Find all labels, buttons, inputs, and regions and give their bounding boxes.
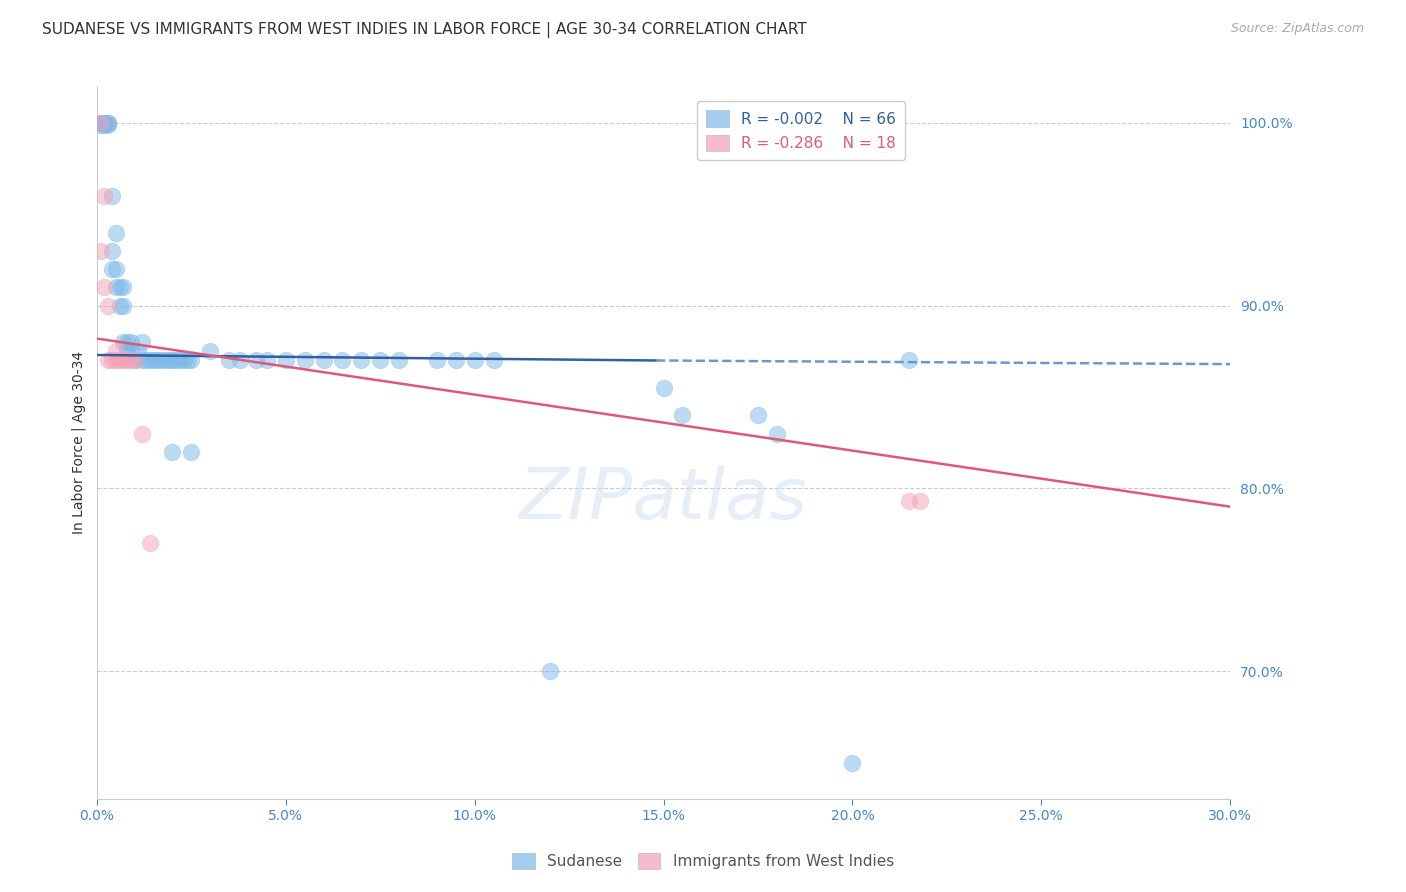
- Point: [482, 353, 505, 368]
- Point: [332, 353, 354, 368]
- Text: SUDANESE VS IMMIGRANTS FROM WEST INDIES IN LABOR FORCE | AGE 30-34 CORRELATION C: SUDANESE VS IMMIGRANTS FROM WEST INDIES …: [42, 22, 807, 38]
- Point: [312, 353, 335, 368]
- Point: [294, 353, 316, 368]
- Point: [652, 381, 675, 395]
- Point: [97, 116, 120, 130]
- Point: [115, 344, 138, 359]
- Point: [245, 353, 267, 368]
- Point: [90, 118, 112, 132]
- Point: [97, 118, 120, 132]
- Point: [139, 536, 162, 550]
- Point: [388, 353, 411, 368]
- Point: [368, 353, 391, 368]
- Point: [104, 344, 127, 359]
- Point: [671, 409, 693, 423]
- Point: [180, 445, 202, 459]
- Point: [747, 409, 769, 423]
- Point: [90, 116, 112, 130]
- Point: [153, 353, 176, 368]
- Point: [115, 335, 138, 350]
- Point: [841, 756, 863, 770]
- Text: ZIPatlas: ZIPatlas: [519, 466, 808, 534]
- Legend: Sudanese, Immigrants from West Indies: Sudanese, Immigrants from West Indies: [506, 847, 900, 875]
- Point: [218, 353, 240, 368]
- Point: [108, 299, 131, 313]
- Point: [538, 664, 561, 678]
- Point: [104, 353, 127, 368]
- Point: [444, 353, 467, 368]
- Point: [112, 353, 135, 368]
- Point: [90, 244, 112, 258]
- Point: [120, 353, 142, 368]
- Point: [101, 189, 124, 203]
- Point: [101, 262, 124, 277]
- Point: [169, 353, 191, 368]
- Point: [112, 299, 135, 313]
- Text: Source: ZipAtlas.com: Source: ZipAtlas.com: [1230, 22, 1364, 36]
- Point: [131, 353, 153, 368]
- Point: [90, 116, 112, 130]
- Point: [93, 118, 115, 132]
- Point: [120, 344, 142, 359]
- Legend: R = -0.002    N = 66, R = -0.286    N = 18: R = -0.002 N = 66, R = -0.286 N = 18: [697, 101, 905, 161]
- Point: [162, 353, 184, 368]
- Point: [464, 353, 486, 368]
- Point: [142, 353, 165, 368]
- Point: [93, 280, 115, 294]
- Point: [910, 494, 932, 508]
- Point: [101, 244, 124, 258]
- Point: [97, 353, 120, 368]
- Point: [157, 353, 180, 368]
- Point: [108, 353, 131, 368]
- Point: [104, 280, 127, 294]
- Point: [256, 353, 278, 368]
- Point: [112, 280, 135, 294]
- Point: [150, 353, 173, 368]
- Point: [93, 116, 115, 130]
- Point: [131, 426, 153, 441]
- Point: [898, 353, 921, 368]
- Point: [101, 353, 124, 368]
- Point: [112, 335, 135, 350]
- Point: [426, 353, 449, 368]
- Point: [104, 262, 127, 277]
- Point: [124, 353, 146, 368]
- Point: [127, 344, 149, 359]
- Point: [97, 299, 120, 313]
- Point: [180, 353, 202, 368]
- Point: [93, 189, 115, 203]
- Point: [176, 353, 198, 368]
- Point: [766, 426, 789, 441]
- Y-axis label: In Labor Force | Age 30-34: In Labor Force | Age 30-34: [72, 351, 86, 534]
- Point: [131, 335, 153, 350]
- Point: [350, 353, 373, 368]
- Point: [139, 353, 162, 368]
- Point: [146, 353, 169, 368]
- Point: [198, 344, 221, 359]
- Point: [135, 353, 157, 368]
- Point: [93, 116, 115, 130]
- Point: [115, 353, 138, 368]
- Point: [898, 494, 921, 508]
- Point: [124, 353, 146, 368]
- Point: [162, 445, 184, 459]
- Point: [173, 353, 195, 368]
- Point: [104, 226, 127, 240]
- Point: [108, 280, 131, 294]
- Point: [165, 353, 187, 368]
- Point: [97, 116, 120, 130]
- Point: [90, 116, 112, 130]
- Point: [120, 335, 142, 350]
- Point: [229, 353, 252, 368]
- Point: [274, 353, 297, 368]
